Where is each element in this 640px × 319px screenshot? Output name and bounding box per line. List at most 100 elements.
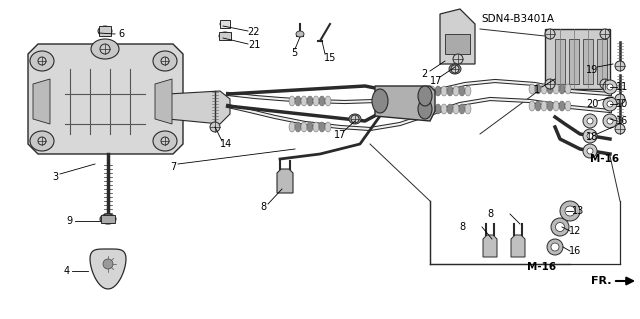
Ellipse shape: [565, 101, 571, 111]
Text: 4: 4: [64, 266, 70, 276]
Ellipse shape: [541, 101, 547, 111]
Text: 3: 3: [52, 172, 58, 182]
Polygon shape: [90, 249, 126, 289]
Ellipse shape: [30, 131, 54, 151]
Ellipse shape: [565, 206, 575, 216]
Ellipse shape: [441, 104, 447, 114]
Ellipse shape: [607, 101, 613, 107]
Ellipse shape: [547, 101, 553, 111]
Ellipse shape: [220, 20, 230, 27]
Ellipse shape: [565, 84, 571, 94]
Ellipse shape: [289, 122, 295, 132]
Ellipse shape: [459, 86, 465, 96]
Text: 8: 8: [487, 209, 493, 219]
Ellipse shape: [615, 124, 625, 134]
Polygon shape: [545, 29, 610, 89]
Text: 17: 17: [430, 76, 442, 86]
Text: 17: 17: [334, 130, 346, 140]
Text: 8: 8: [260, 202, 266, 212]
Text: 1: 1: [534, 85, 540, 95]
Polygon shape: [277, 169, 293, 193]
Ellipse shape: [529, 101, 535, 111]
Polygon shape: [440, 9, 475, 64]
Ellipse shape: [429, 86, 435, 96]
Ellipse shape: [319, 96, 325, 106]
Ellipse shape: [91, 39, 119, 59]
Polygon shape: [445, 34, 470, 54]
Text: M-16: M-16: [591, 154, 620, 164]
Ellipse shape: [319, 122, 325, 132]
Ellipse shape: [547, 239, 563, 255]
Ellipse shape: [535, 101, 541, 111]
Ellipse shape: [541, 84, 547, 94]
Ellipse shape: [295, 96, 301, 106]
Text: 21: 21: [248, 40, 260, 50]
Text: 13: 13: [572, 206, 584, 216]
Ellipse shape: [161, 137, 169, 145]
Polygon shape: [220, 20, 230, 28]
Ellipse shape: [453, 86, 459, 96]
Ellipse shape: [535, 84, 541, 94]
Ellipse shape: [351, 115, 359, 123]
Text: 15: 15: [324, 53, 336, 63]
Ellipse shape: [453, 104, 459, 114]
Polygon shape: [33, 79, 50, 124]
Ellipse shape: [301, 122, 307, 132]
Ellipse shape: [583, 114, 597, 128]
Polygon shape: [483, 235, 497, 257]
Ellipse shape: [100, 44, 110, 54]
Ellipse shape: [600, 29, 610, 39]
Ellipse shape: [551, 218, 569, 236]
Ellipse shape: [447, 86, 453, 96]
Text: 6: 6: [118, 29, 124, 39]
Polygon shape: [168, 91, 230, 124]
Polygon shape: [155, 79, 172, 124]
Text: SDN4-B3401A: SDN4-B3401A: [481, 14, 554, 24]
Ellipse shape: [603, 97, 617, 111]
Text: 14: 14: [220, 139, 232, 149]
Ellipse shape: [161, 57, 169, 65]
Text: 11: 11: [616, 82, 628, 92]
Ellipse shape: [38, 137, 46, 145]
Polygon shape: [219, 32, 231, 40]
Ellipse shape: [307, 122, 313, 132]
Ellipse shape: [429, 104, 435, 114]
Ellipse shape: [607, 84, 613, 90]
Ellipse shape: [372, 89, 388, 113]
Ellipse shape: [441, 86, 447, 96]
Ellipse shape: [325, 122, 331, 132]
Text: 19: 19: [586, 65, 598, 75]
Polygon shape: [555, 39, 565, 84]
Polygon shape: [583, 39, 593, 84]
Ellipse shape: [325, 96, 331, 106]
Text: 18: 18: [586, 132, 598, 142]
Ellipse shape: [587, 118, 593, 124]
Text: 12: 12: [569, 226, 581, 236]
Ellipse shape: [556, 222, 564, 232]
Ellipse shape: [418, 86, 432, 106]
Ellipse shape: [615, 61, 625, 71]
Ellipse shape: [587, 133, 593, 139]
Text: M-16: M-16: [527, 262, 557, 272]
Ellipse shape: [289, 96, 295, 106]
Text: 22: 22: [248, 27, 260, 37]
Ellipse shape: [301, 96, 307, 106]
Text: 8: 8: [459, 222, 465, 232]
Text: 2: 2: [421, 69, 427, 79]
Ellipse shape: [153, 131, 177, 151]
Ellipse shape: [100, 214, 116, 224]
Ellipse shape: [447, 104, 453, 114]
Text: FR.: FR.: [591, 276, 611, 286]
Ellipse shape: [38, 57, 46, 65]
Ellipse shape: [559, 101, 565, 111]
Ellipse shape: [451, 65, 459, 73]
Polygon shape: [569, 39, 579, 84]
Ellipse shape: [587, 148, 593, 154]
Ellipse shape: [583, 129, 597, 143]
Text: 16: 16: [616, 116, 628, 126]
Ellipse shape: [435, 86, 441, 96]
Ellipse shape: [103, 259, 113, 269]
Ellipse shape: [607, 118, 613, 124]
Text: 16: 16: [569, 246, 581, 256]
Ellipse shape: [559, 84, 565, 94]
